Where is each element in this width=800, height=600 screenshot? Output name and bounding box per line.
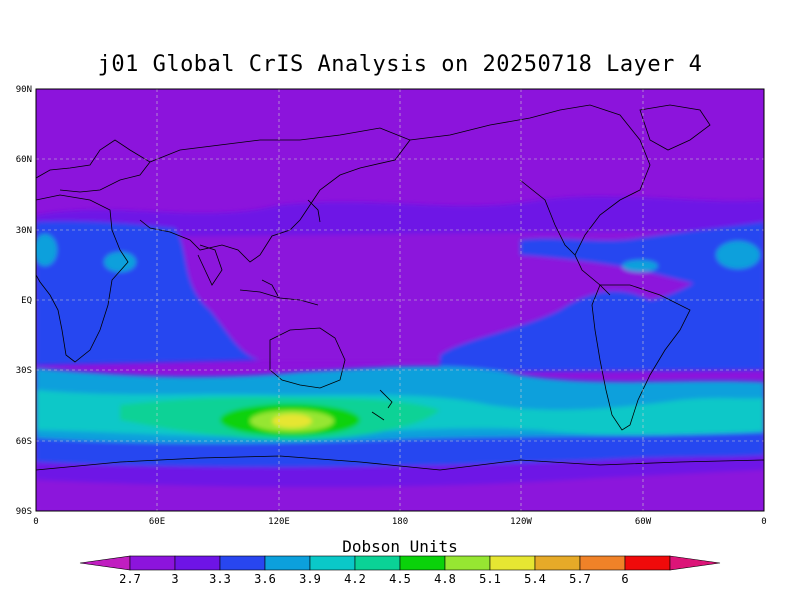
map-title: j01 Global CrIS Analysis on 20250718 Lay…: [97, 52, 703, 77]
colorbar-segment: [444, 555, 491, 571]
lon-tick-label: 0: [761, 517, 766, 527]
lat-tick-label: 90N: [16, 85, 32, 95]
colorbar-segment: [174, 555, 221, 571]
lat-tick-label: 60S: [16, 437, 32, 447]
map-frame: [35, 88, 765, 512]
colorbar-label: 2.7: [119, 572, 141, 586]
lon-tick-label: 60E: [149, 517, 165, 527]
colorbar-segment: [354, 555, 401, 571]
lat-ticks: 90N 60N 30N EQ 30S 60S 90S: [16, 85, 32, 517]
lat-tick-label: EQ: [21, 296, 32, 306]
colorbar-high-arrow: [669, 555, 721, 571]
lat-tick-label: 30N: [16, 226, 32, 236]
lat-tick-label: 90S: [16, 507, 32, 517]
lon-tick-label: 180: [392, 517, 408, 527]
colorbar-label: 4.8: [434, 572, 456, 586]
lon-ticks: 0 60E 120E 180 120W 60W 0: [33, 517, 766, 527]
colorbar-label: 4.2: [344, 572, 366, 586]
colorbar-label: 3: [171, 572, 178, 586]
colorbar-segment: [129, 555, 176, 571]
colorbar-segment: [489, 555, 536, 571]
colorbar-segment: [579, 555, 626, 571]
colorbar-label: 3.9: [299, 572, 321, 586]
colorbar: 2.7 3 3.3 3.6 3.9 4.2 4.5 4.8 5.1 5.4 5.7 6: [79, 555, 721, 586]
colorbar-label: 5.1: [479, 572, 501, 586]
lon-tick-label: 60W: [635, 517, 652, 527]
colorbar-segment: [624, 555, 671, 571]
colorbar-title: Dobson Units: [342, 537, 458, 556]
colorbar-segment: [264, 555, 311, 571]
colorbar-segment: [534, 555, 581, 571]
colorbar-label: 5.4: [524, 572, 546, 586]
lat-tick-label: 30S: [16, 366, 32, 376]
graticule: [36, 89, 764, 511]
colorbar-segment: [309, 555, 356, 571]
lon-tick-label: 0: [33, 517, 38, 527]
colorbar-label: 3.6: [254, 572, 276, 586]
colorbar-segment: [399, 555, 446, 571]
colorbar-label: 3.3: [209, 572, 231, 586]
lon-tick-label: 120E: [268, 517, 290, 527]
coastlines: [36, 104, 764, 471]
colorbar-label: 5.7: [569, 572, 591, 586]
colorbar-label: 4.5: [389, 572, 411, 586]
colorbar-segment: [219, 555, 266, 571]
lat-tick-label: 60N: [16, 155, 32, 165]
colorbar-label: 6: [621, 572, 628, 586]
lon-tick-label: 120W: [510, 517, 532, 527]
colorbar-low-arrow: [79, 555, 131, 571]
